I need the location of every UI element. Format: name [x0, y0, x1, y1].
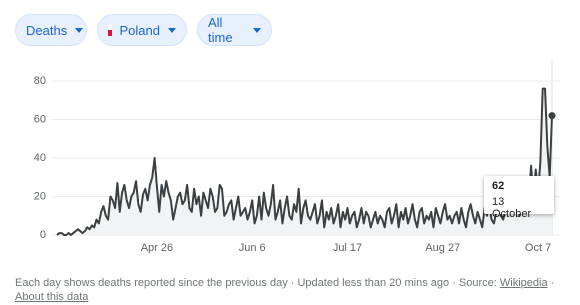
y-tick-label: 0	[40, 229, 46, 241]
y-tick-label: 80	[34, 75, 46, 87]
chart: 0 20 40 60 80 Apr 26 Jun 6 Jul 17 Aug 27 Oct 7	[34, 60, 560, 254]
line	[56, 87, 553, 236]
y-tick-label: 60	[34, 113, 46, 125]
dropdown-arrow	[75, 27, 84, 33]
x-tick-label: Jul 17	[333, 242, 362, 254]
region-selector[interactable]: Poland	[97, 14, 187, 46]
metric-label: Deaths	[26, 22, 68, 38]
footer-text: Each day shows deaths reported since the…	[15, 277, 497, 289]
source-link[interactable]: Wikipedia	[499, 277, 548, 289]
y-tick-label: 40	[34, 152, 46, 164]
flag-icon	[108, 24, 112, 36]
x-tick-label: Aug 27	[425, 242, 460, 254]
metric-selector[interactable]: Deaths	[15, 14, 87, 46]
y-tick-label: 20	[34, 190, 46, 202]
region-label: Poland	[119, 22, 160, 38]
footer: Each day shows deaths reported since the…	[15, 276, 575, 304]
dropdown-arrow	[168, 27, 176, 33]
x-tick-label: Apr 26	[141, 242, 173, 254]
x-tick-label: Jun 6	[239, 242, 266, 254]
dropdown-arrow	[253, 27, 261, 33]
hover-point	[548, 112, 556, 120]
separator: ·	[550, 277, 555, 289]
tooltip-value: 62	[492, 180, 505, 192]
about-link[interactable]: About this data	[15, 291, 89, 303]
tooltip-date: 13 October	[492, 196, 532, 220]
period-label: All time	[208, 15, 233, 45]
x-tick-label: Oct 7	[525, 242, 551, 254]
period-selector[interactable]: All time	[197, 14, 272, 46]
tooltip: 62 13 October	[484, 176, 554, 220]
